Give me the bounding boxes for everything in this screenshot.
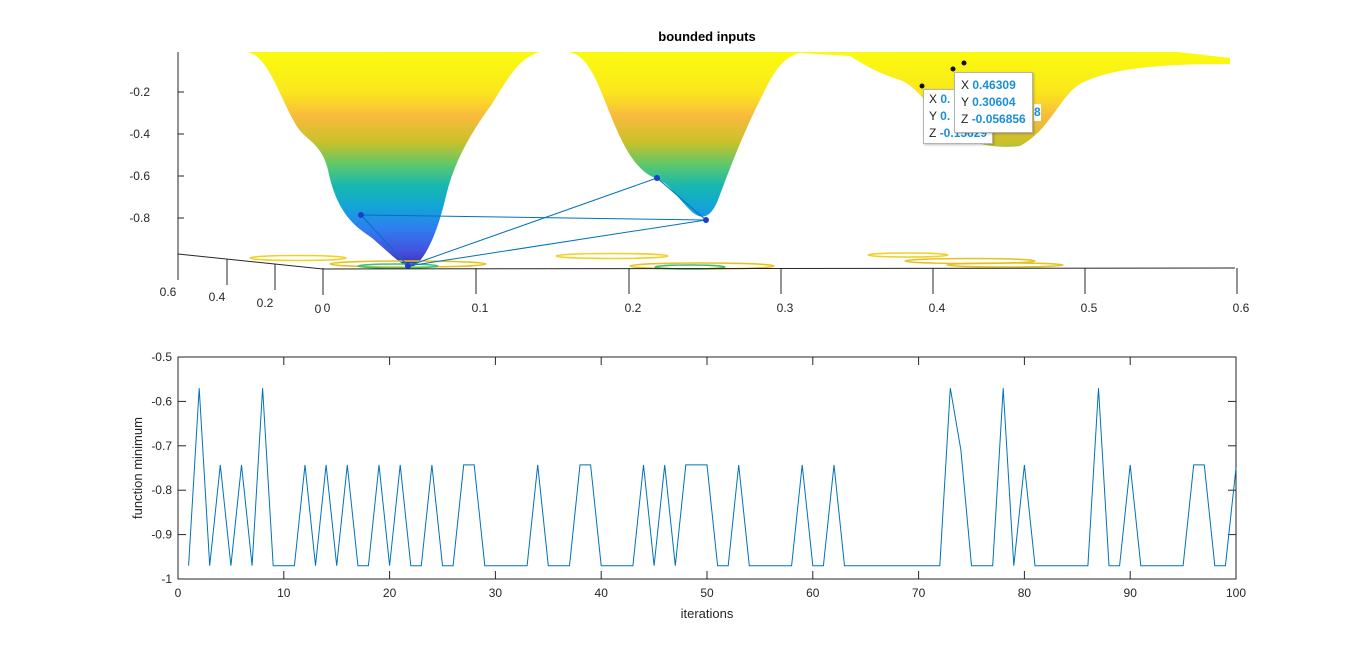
x-tick-label: 10 xyxy=(277,586,291,600)
minimum-marker xyxy=(358,212,364,218)
datatip-anchor-1[interactable] xyxy=(919,83,925,89)
minima-links xyxy=(360,177,707,267)
z-tick-label: -0.8 xyxy=(129,211,150,225)
x-tick-label: 30 xyxy=(489,586,503,600)
y-tick-label: -0.6 xyxy=(151,394,172,408)
z-ticks: -0.2 -0.4 -0.6 -0.8 xyxy=(129,85,184,225)
z-tick-label: -0.6 xyxy=(129,169,150,183)
x-tick-label: 50 xyxy=(700,586,714,600)
x-tick-label-3d: 0 xyxy=(324,301,331,315)
x-axis-line xyxy=(322,267,1236,270)
x-tick-label: 100 xyxy=(1226,586,1246,600)
x-tick-label-3d: 0.4 xyxy=(929,301,946,315)
y-tick-label: -0.5 xyxy=(151,350,172,364)
x-tick-label-3d: 0.1 xyxy=(472,301,489,315)
surface-title: bounded inputs xyxy=(658,29,755,44)
x-tick-label: 80 xyxy=(1018,586,1032,600)
x-tick-label: 20 xyxy=(383,586,397,600)
minimum-marker xyxy=(405,263,411,269)
x-ticks: 0 10 20 30 40 50 60 70 80 90 100 xyxy=(175,357,1246,600)
y-tick-label: -0.9 xyxy=(151,528,172,542)
datatip-hidden-tail: 8 xyxy=(1034,104,1041,121)
z-tick-label: -0.2 xyxy=(129,85,150,99)
minima-markers xyxy=(358,175,709,269)
y-tick-label: -1 xyxy=(161,572,172,586)
z-tick-label: -0.4 xyxy=(129,127,150,141)
datatip-anchor-2[interactable] xyxy=(950,66,956,72)
y-ticks-2d: -0.5 -0.6 -0.7 -0.8 -0.9 -1 xyxy=(151,350,1236,586)
y-axis-line xyxy=(177,253,324,270)
y-tick-label: 0.2 xyxy=(257,296,274,310)
surface-axes: bounded inputs -0.2 -0.4 -0.6 -0.8 xyxy=(129,29,1249,316)
x-tick-label: 70 xyxy=(912,586,926,600)
datatip-anchor-3[interactable] xyxy=(961,60,967,66)
datatip-front[interactable]: X 0.46309 Y 0.30604 Z -0.056856 xyxy=(954,72,1033,133)
y-tick-label: 0.4 xyxy=(209,290,226,304)
x-tick-label: 0 xyxy=(175,586,182,600)
y-tick-label: 0 xyxy=(315,302,322,316)
series-line xyxy=(188,388,1237,567)
x-tick-label: 40 xyxy=(595,586,609,600)
minimum-marker xyxy=(654,175,660,181)
y-tick-label: 0.6 xyxy=(160,285,177,299)
x-tick-label-3d: 0.5 xyxy=(1081,301,1098,315)
y-tick-label: -0.7 xyxy=(151,439,172,453)
x-axis-label: iterations xyxy=(681,606,734,621)
y-axis-label: function minimum xyxy=(130,417,145,519)
y-tick-label: -0.8 xyxy=(151,483,172,497)
floor-contours xyxy=(249,252,1064,270)
x-tick-label: 90 xyxy=(1124,586,1138,600)
surface-mesh xyxy=(178,52,1230,268)
y-ticks: 0.6 0.4 0.2 0 xyxy=(160,254,324,316)
x-tick-label-3d: 0.6 xyxy=(1233,301,1250,315)
x-tick-label-3d: 0.2 xyxy=(625,301,642,315)
x-ticks-3d: 0 0.1 0.2 0.3 0.4 0.5 0.6 xyxy=(322,268,1250,315)
x-tick-label-3d: 0.3 xyxy=(777,301,794,315)
x-tick-label: 60 xyxy=(806,586,820,600)
line-axes: 0 10 20 30 40 50 60 70 80 90 100 -0.5-0.6-0.7-0.8-… xyxy=(130,350,1246,621)
minimum-marker xyxy=(703,217,709,223)
